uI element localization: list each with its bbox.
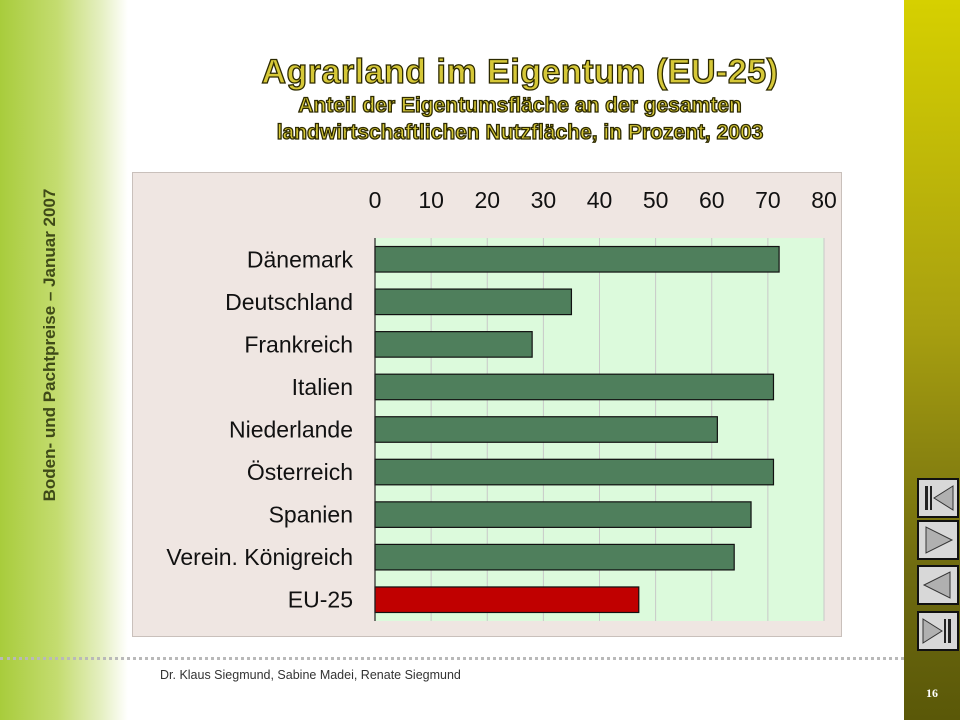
bar bbox=[374, 543, 735, 571]
previous-icon bbox=[922, 571, 951, 599]
bar bbox=[374, 245, 780, 273]
next-icon bbox=[925, 526, 954, 554]
bar bbox=[374, 586, 640, 614]
chart-subtitle-line-2: landwirtschaftlichen Nutzfläche, in Proz… bbox=[276, 120, 764, 144]
footer-divider bbox=[0, 657, 904, 660]
category-label: Verein. Königreich bbox=[166, 544, 353, 570]
chart-title: Agrarland im Eigentum (EU-25) bbox=[261, 52, 779, 91]
bar bbox=[374, 331, 533, 358]
x-tick-label: 20 bbox=[474, 187, 500, 213]
last-slide-button[interactable] bbox=[917, 611, 959, 651]
left-decor-band bbox=[0, 0, 128, 720]
page-number: 16 bbox=[926, 686, 938, 700]
bar bbox=[374, 288, 573, 316]
category-label: Italien bbox=[292, 374, 353, 400]
next-slide-button[interactable] bbox=[917, 520, 959, 560]
first-slide-button[interactable] bbox=[917, 478, 959, 518]
category-label: Österreich bbox=[247, 459, 353, 485]
x-tick-label: 10 bbox=[418, 187, 444, 213]
category-label: Spanien bbox=[269, 502, 353, 528]
category-label: Niederlande bbox=[229, 417, 353, 443]
chart-subtitle-line-1: Anteil der Eigentumsfläche an der gesamt… bbox=[298, 93, 743, 117]
category-label: Deutschland bbox=[225, 289, 353, 315]
x-tick-label: 50 bbox=[643, 187, 669, 213]
bar bbox=[374, 416, 718, 443]
x-tick-label: 0 bbox=[369, 187, 382, 213]
footer-authors: Dr. Klaus Siegmund, Sabine Madei, Renate… bbox=[160, 668, 461, 682]
slide-title: Agrarland im Eigentum (EU-25) Anteil der… bbox=[140, 52, 900, 146]
category-label: Frankreich bbox=[244, 331, 353, 357]
category-label: EU-25 bbox=[288, 587, 353, 613]
bar bbox=[374, 501, 752, 528]
x-tick-label: 80 bbox=[811, 187, 837, 213]
x-tick-label: 60 bbox=[699, 187, 725, 213]
last-icon bbox=[922, 618, 951, 644]
bar bbox=[374, 458, 775, 486]
x-tick-label: 70 bbox=[755, 187, 781, 213]
presentation-subtitle-vertical: Boden- und Pachtpreise – Januar 2007 bbox=[40, 188, 59, 502]
first-icon bbox=[925, 485, 954, 511]
bar-chart: 0 10 20 30 40 50 60 70 80 Dänemark Deutschland Fran… bbox=[166, 187, 837, 621]
x-tick-label: 30 bbox=[531, 187, 557, 213]
x-tick-label: 40 bbox=[587, 187, 613, 213]
category-label: Dänemark bbox=[247, 246, 354, 272]
previous-slide-button[interactable] bbox=[917, 565, 959, 605]
bar bbox=[374, 373, 775, 401]
